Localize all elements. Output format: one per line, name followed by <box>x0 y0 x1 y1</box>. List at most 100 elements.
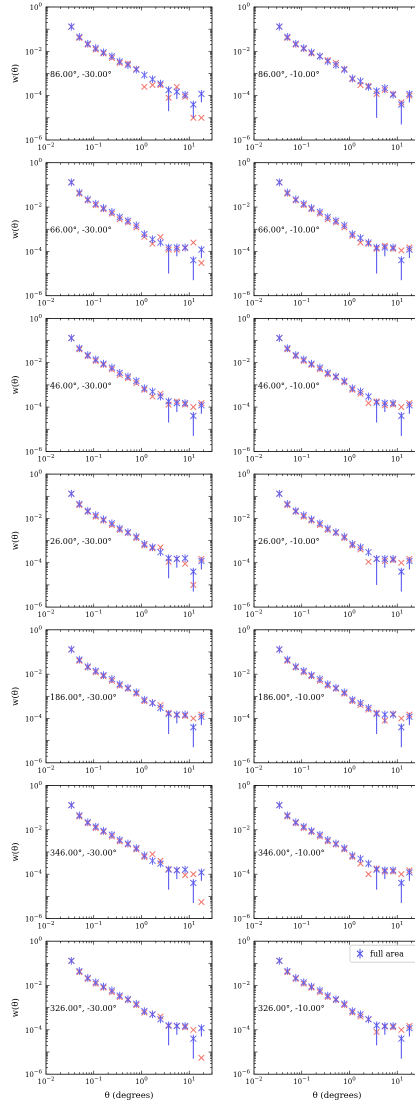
full-area-point <box>116 836 124 844</box>
subsample-point <box>398 1026 405 1034</box>
panel-4: 10−2 10−1 100 101 10−6 10−4 10−2 100 w(θ) 46.00°,… <box>10 314 213 464</box>
full-area-point <box>284 32 291 41</box>
full-area-point <box>132 221 140 230</box>
full-area-point <box>116 991 124 1000</box>
full-area-point <box>173 87 181 96</box>
full-area-point <box>68 956 75 965</box>
subsample-point <box>190 871 197 878</box>
full-area-point <box>181 865 189 874</box>
full-area-point <box>389 554 397 563</box>
panel-6: 10−2 10−1 100 101 10−6 10−4 10−2 100 w(θ) 26.00°,… <box>10 470 213 619</box>
y-axis-label: w(θ) <box>10 64 21 83</box>
full-area-point <box>316 519 324 528</box>
y-tick-label: 10−2 <box>233 47 250 57</box>
full-area-point <box>124 216 132 225</box>
x-tick-label: 100 <box>343 921 356 931</box>
legend: full area <box>349 944 415 963</box>
y-tick-label: 10−4 <box>25 870 43 880</box>
full-area-point <box>124 528 132 537</box>
full-area-point <box>365 82 372 91</box>
full-area-point <box>365 703 372 712</box>
full-area-point <box>276 22 283 31</box>
panel-8: 10−2 10−1 100 101 10−6 10−4 10−2 100 w(θ) 186.00°… <box>10 625 213 775</box>
full-area-point <box>381 866 389 875</box>
full-area-point <box>124 61 132 69</box>
y-axis-label: w(θ) <box>10 220 21 239</box>
full-area-point <box>189 723 197 732</box>
full-area-point <box>276 801 283 810</box>
y-tick-label: 10−2 <box>233 825 250 835</box>
full-area-point <box>181 90 189 99</box>
x-tick-label: 10−1 <box>293 1077 310 1087</box>
full-area-point <box>276 178 283 187</box>
x-tick-label: 100 <box>343 454 356 464</box>
full-area-point <box>381 1022 389 1030</box>
full-area-point <box>316 52 324 61</box>
full-area-point <box>68 645 75 654</box>
y-tick-label: 100 <box>238 158 251 168</box>
full-area-point <box>284 967 291 975</box>
full-area-point <box>300 978 308 987</box>
full-area-point <box>68 489 75 498</box>
full-area-point <box>132 532 140 541</box>
y-tick-label: 100 <box>238 937 251 947</box>
full-area-point <box>324 524 332 533</box>
x-tick-label: 10−2 <box>245 298 262 308</box>
x-tick-label: 10−2 <box>245 454 262 464</box>
y-tick-label: 10−4 <box>233 714 251 724</box>
subsample-point <box>365 871 372 878</box>
y-tick-label: 10−4 <box>233 247 251 257</box>
subsample-point <box>398 715 405 722</box>
panel-11: 10−2 10−1 100 101 10−6 10−4 10−2 100 346.00°, -1… <box>233 781 415 931</box>
x-tick-label: 10−2 <box>37 454 54 464</box>
full-area-point <box>389 399 397 408</box>
full-area-point <box>181 243 189 252</box>
full-area-point <box>165 554 172 563</box>
full-area-point <box>84 195 92 204</box>
y-tick-label: 10−6 <box>233 603 251 613</box>
x-tick-label: 10−1 <box>293 143 310 153</box>
y-tick-label: 10−6 <box>25 1070 43 1080</box>
full-area-point <box>141 230 148 239</box>
full-area-point <box>284 188 291 197</box>
full-area-point <box>173 710 181 719</box>
y-tick-label: 10−2 <box>233 203 250 213</box>
y-tick-label: 10−4 <box>233 91 251 101</box>
x-tick-label: 101 <box>391 1077 403 1087</box>
full-area-point <box>100 982 107 991</box>
full-area-point <box>316 208 324 216</box>
subsample-point <box>398 871 405 878</box>
full-area-point <box>124 372 132 381</box>
full-area-point <box>284 500 291 508</box>
full-area-point <box>406 401 413 410</box>
full-area-point <box>173 866 181 875</box>
full-area-point <box>100 359 107 368</box>
full-area-point <box>389 90 397 99</box>
full-area-point <box>92 44 100 52</box>
full-area-point <box>149 856 156 865</box>
full-area-point <box>292 506 300 515</box>
full-area-point <box>92 666 100 675</box>
x-tick-label: 101 <box>183 765 195 775</box>
full-area-point <box>316 830 324 839</box>
full-area-point <box>406 868 413 877</box>
full-area-point <box>108 986 116 995</box>
y-tick-label: 10−6 <box>233 758 251 768</box>
full-area-point <box>198 1024 205 1033</box>
full-area-point <box>198 868 205 877</box>
full-area-point <box>84 974 92 982</box>
y-tick-label: 10−6 <box>25 447 43 457</box>
panel-9: 10−2 10−1 100 101 10−6 10−4 10−2 100 186.00°, -1… <box>233 625 415 775</box>
panel-coordinates-label: 66.00°, -10.00° <box>258 226 320 235</box>
panel-coordinates-label: 26.00°, -30.00° <box>50 537 112 546</box>
full-area-point <box>292 39 300 48</box>
x-tick-label: 100 <box>343 610 356 620</box>
full-area-point <box>324 213 332 222</box>
full-area-point <box>100 826 107 835</box>
panel-coordinates-label: 326.00°, -10.00° <box>258 1004 325 1013</box>
full-area-point <box>357 1010 364 1019</box>
full-area-point <box>324 836 332 844</box>
subsample-point <box>198 114 205 121</box>
full-area-point <box>316 363 324 372</box>
